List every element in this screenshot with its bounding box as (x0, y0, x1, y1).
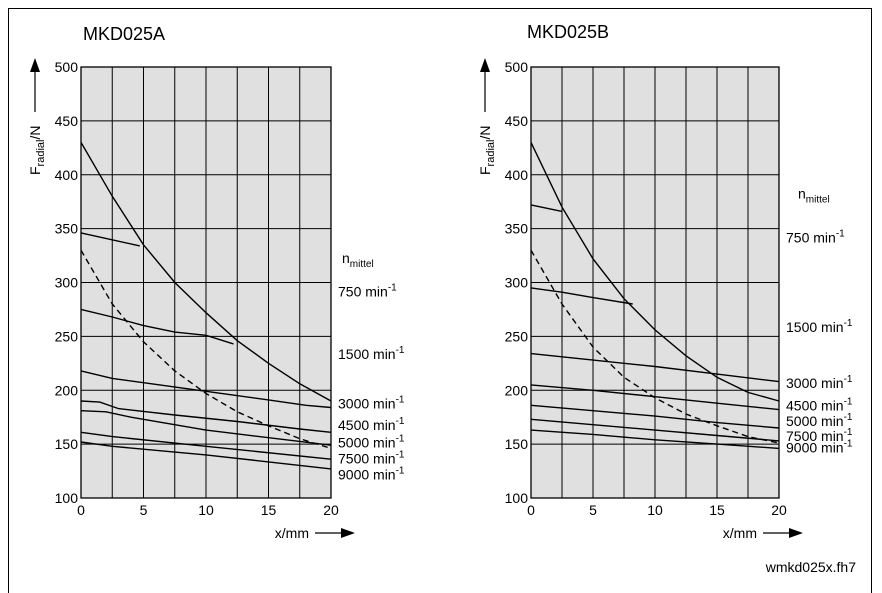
series-line-3000-min (530, 352, 780, 383)
y-tick-label: 350 (55, 221, 79, 237)
y-tick-label: 200 (505, 382, 529, 398)
series-label-750-min: 750 min-1 (786, 229, 845, 246)
y-tick-label: 100 (55, 490, 79, 506)
x-tick-label: 20 (771, 502, 787, 518)
y-tick-label: 400 (505, 167, 529, 183)
speed-header: nmittel (342, 250, 374, 270)
series-label-1500-min: 1500 min-1 (338, 345, 405, 362)
y-tick-label: 300 (505, 275, 529, 291)
y-tick-label: 250 (505, 328, 529, 344)
y-axis-label: Fradial/N (27, 126, 47, 175)
y-tick-label: 150 (55, 436, 79, 452)
dashed-limit-curve (530, 249, 780, 444)
x-tick-label: 5 (589, 502, 597, 518)
y-tick-label: 450 (55, 113, 79, 129)
chart-title: MKD025B (527, 22, 609, 42)
x-tick-label: 20 (323, 502, 339, 518)
series-label-3000-min: 3000 min-1 (786, 374, 853, 391)
series-label-3000-min: 3000 min-1 (338, 395, 405, 412)
series-line-3000-min (80, 370, 332, 409)
chart-mkd025b: MKD025B 100 150 200 250 300 350 400 450 500 0 5 10 15… (477, 22, 853, 541)
dashed-limit-curve (80, 249, 332, 450)
series-line-9000-min (530, 429, 780, 450)
chart-title: MKD025A (83, 24, 165, 44)
series-label-750-min: 750 min-1 (338, 283, 397, 300)
x-tick-label: 5 (140, 502, 148, 518)
series-line-4500-min (530, 384, 780, 411)
x-tick-label: 15 (261, 502, 277, 518)
series-line-9000-min (80, 441, 332, 470)
y-axis-arrowhead (480, 58, 490, 72)
x-tick-label: 0 (77, 502, 85, 518)
series-line-5000-min (530, 404, 780, 429)
series-line-7500-min (530, 418, 780, 442)
series-label-5000-min: 5000 min-1 (338, 433, 405, 450)
x-axis-arrowhead (341, 528, 355, 538)
series-line-5000-min (80, 410, 332, 446)
x-axis-label: x/mm (275, 525, 309, 541)
series-label-9000-min: 9000 min-1 (786, 439, 853, 456)
solid-limit-curve (530, 142, 780, 402)
x-axis-arrowhead (789, 528, 803, 538)
x-tick-label: 10 (647, 502, 663, 518)
series-label-1500-min: 1500 min-1 (786, 318, 853, 335)
y-tick-label: 500 (505, 59, 529, 75)
x-tick-label: 10 (198, 502, 214, 518)
y-axis-label: Fradial/N (477, 126, 497, 175)
y-tick-label: 400 (55, 167, 79, 183)
x-tick-label: 0 (527, 502, 535, 518)
y-tick-label: 300 (55, 275, 79, 291)
y-tick-label: 500 (55, 59, 79, 75)
series-label-5000-min: 5000 min-1 (786, 412, 853, 429)
speed-header: nmittel (798, 185, 830, 205)
x-tick-label: 15 (709, 502, 725, 518)
x-axis-label: x/mm (723, 525, 757, 541)
chart-mkd025a: MKD025A 100 150 200 250 300 350 400 450 500 0 5 10 15… (27, 24, 405, 541)
series-line-1500-min (530, 287, 633, 305)
series-label-4500-min: 4500 min-1 (786, 397, 853, 414)
series-label-4500-min: 4500 min-1 (338, 416, 405, 433)
series-line-7500-min (80, 431, 332, 460)
footer-filename: wmkd025x.fh7 (765, 559, 856, 575)
figure-frame (8, 8, 872, 593)
y-tick-label: 450 (505, 113, 529, 129)
series-line-4500-min (80, 400, 332, 433)
series-label-7500-min: 7500 min-1 (786, 427, 853, 444)
y-tick-label: 250 (55, 328, 79, 344)
series-label-9000-min: 9000 min-1 (338, 466, 405, 483)
y-tick-label: 100 (505, 490, 529, 506)
solid-limit-curve (80, 142, 332, 402)
y-axis-arrowhead (30, 58, 40, 72)
y-tick-label: 350 (505, 221, 529, 237)
series-line-750-min (530, 204, 563, 213)
y-tick-label: 200 (55, 382, 79, 398)
series-line-1500-min (80, 308, 234, 345)
series-line-750-min (80, 232, 140, 247)
y-tick-label: 150 (505, 436, 529, 452)
series-label-7500-min: 7500 min-1 (338, 450, 405, 467)
